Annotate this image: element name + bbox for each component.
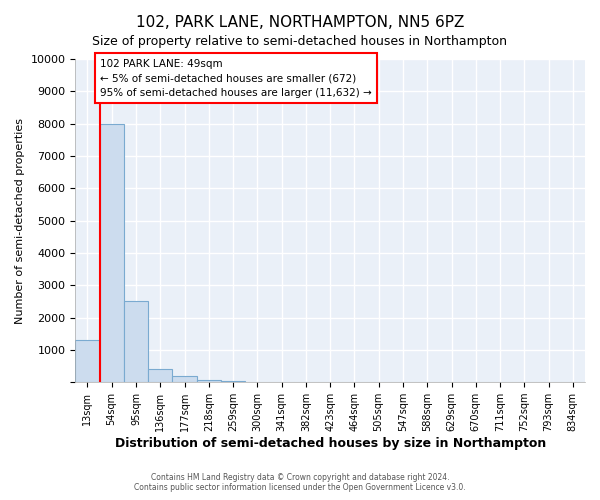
X-axis label: Distribution of semi-detached houses by size in Northampton: Distribution of semi-detached houses by … <box>115 437 546 450</box>
Y-axis label: Number of semi-detached properties: Number of semi-detached properties <box>15 118 25 324</box>
Bar <box>75 340 100 382</box>
Text: 102, PARK LANE, NORTHAMPTON, NN5 6PZ: 102, PARK LANE, NORTHAMPTON, NN5 6PZ <box>136 15 464 30</box>
Text: Size of property relative to semi-detached houses in Northampton: Size of property relative to semi-detach… <box>92 35 508 48</box>
Bar <box>100 124 124 382</box>
Text: 102 PARK LANE: 49sqm
← 5% of semi-detached houses are smaller (672)
95% of semi-: 102 PARK LANE: 49sqm ← 5% of semi-detach… <box>100 58 372 98</box>
Bar <box>197 380 221 382</box>
Bar <box>172 376 197 382</box>
Text: Contains HM Land Registry data © Crown copyright and database right 2024.
Contai: Contains HM Land Registry data © Crown c… <box>134 473 466 492</box>
Bar <box>124 302 148 382</box>
Bar <box>148 370 172 382</box>
